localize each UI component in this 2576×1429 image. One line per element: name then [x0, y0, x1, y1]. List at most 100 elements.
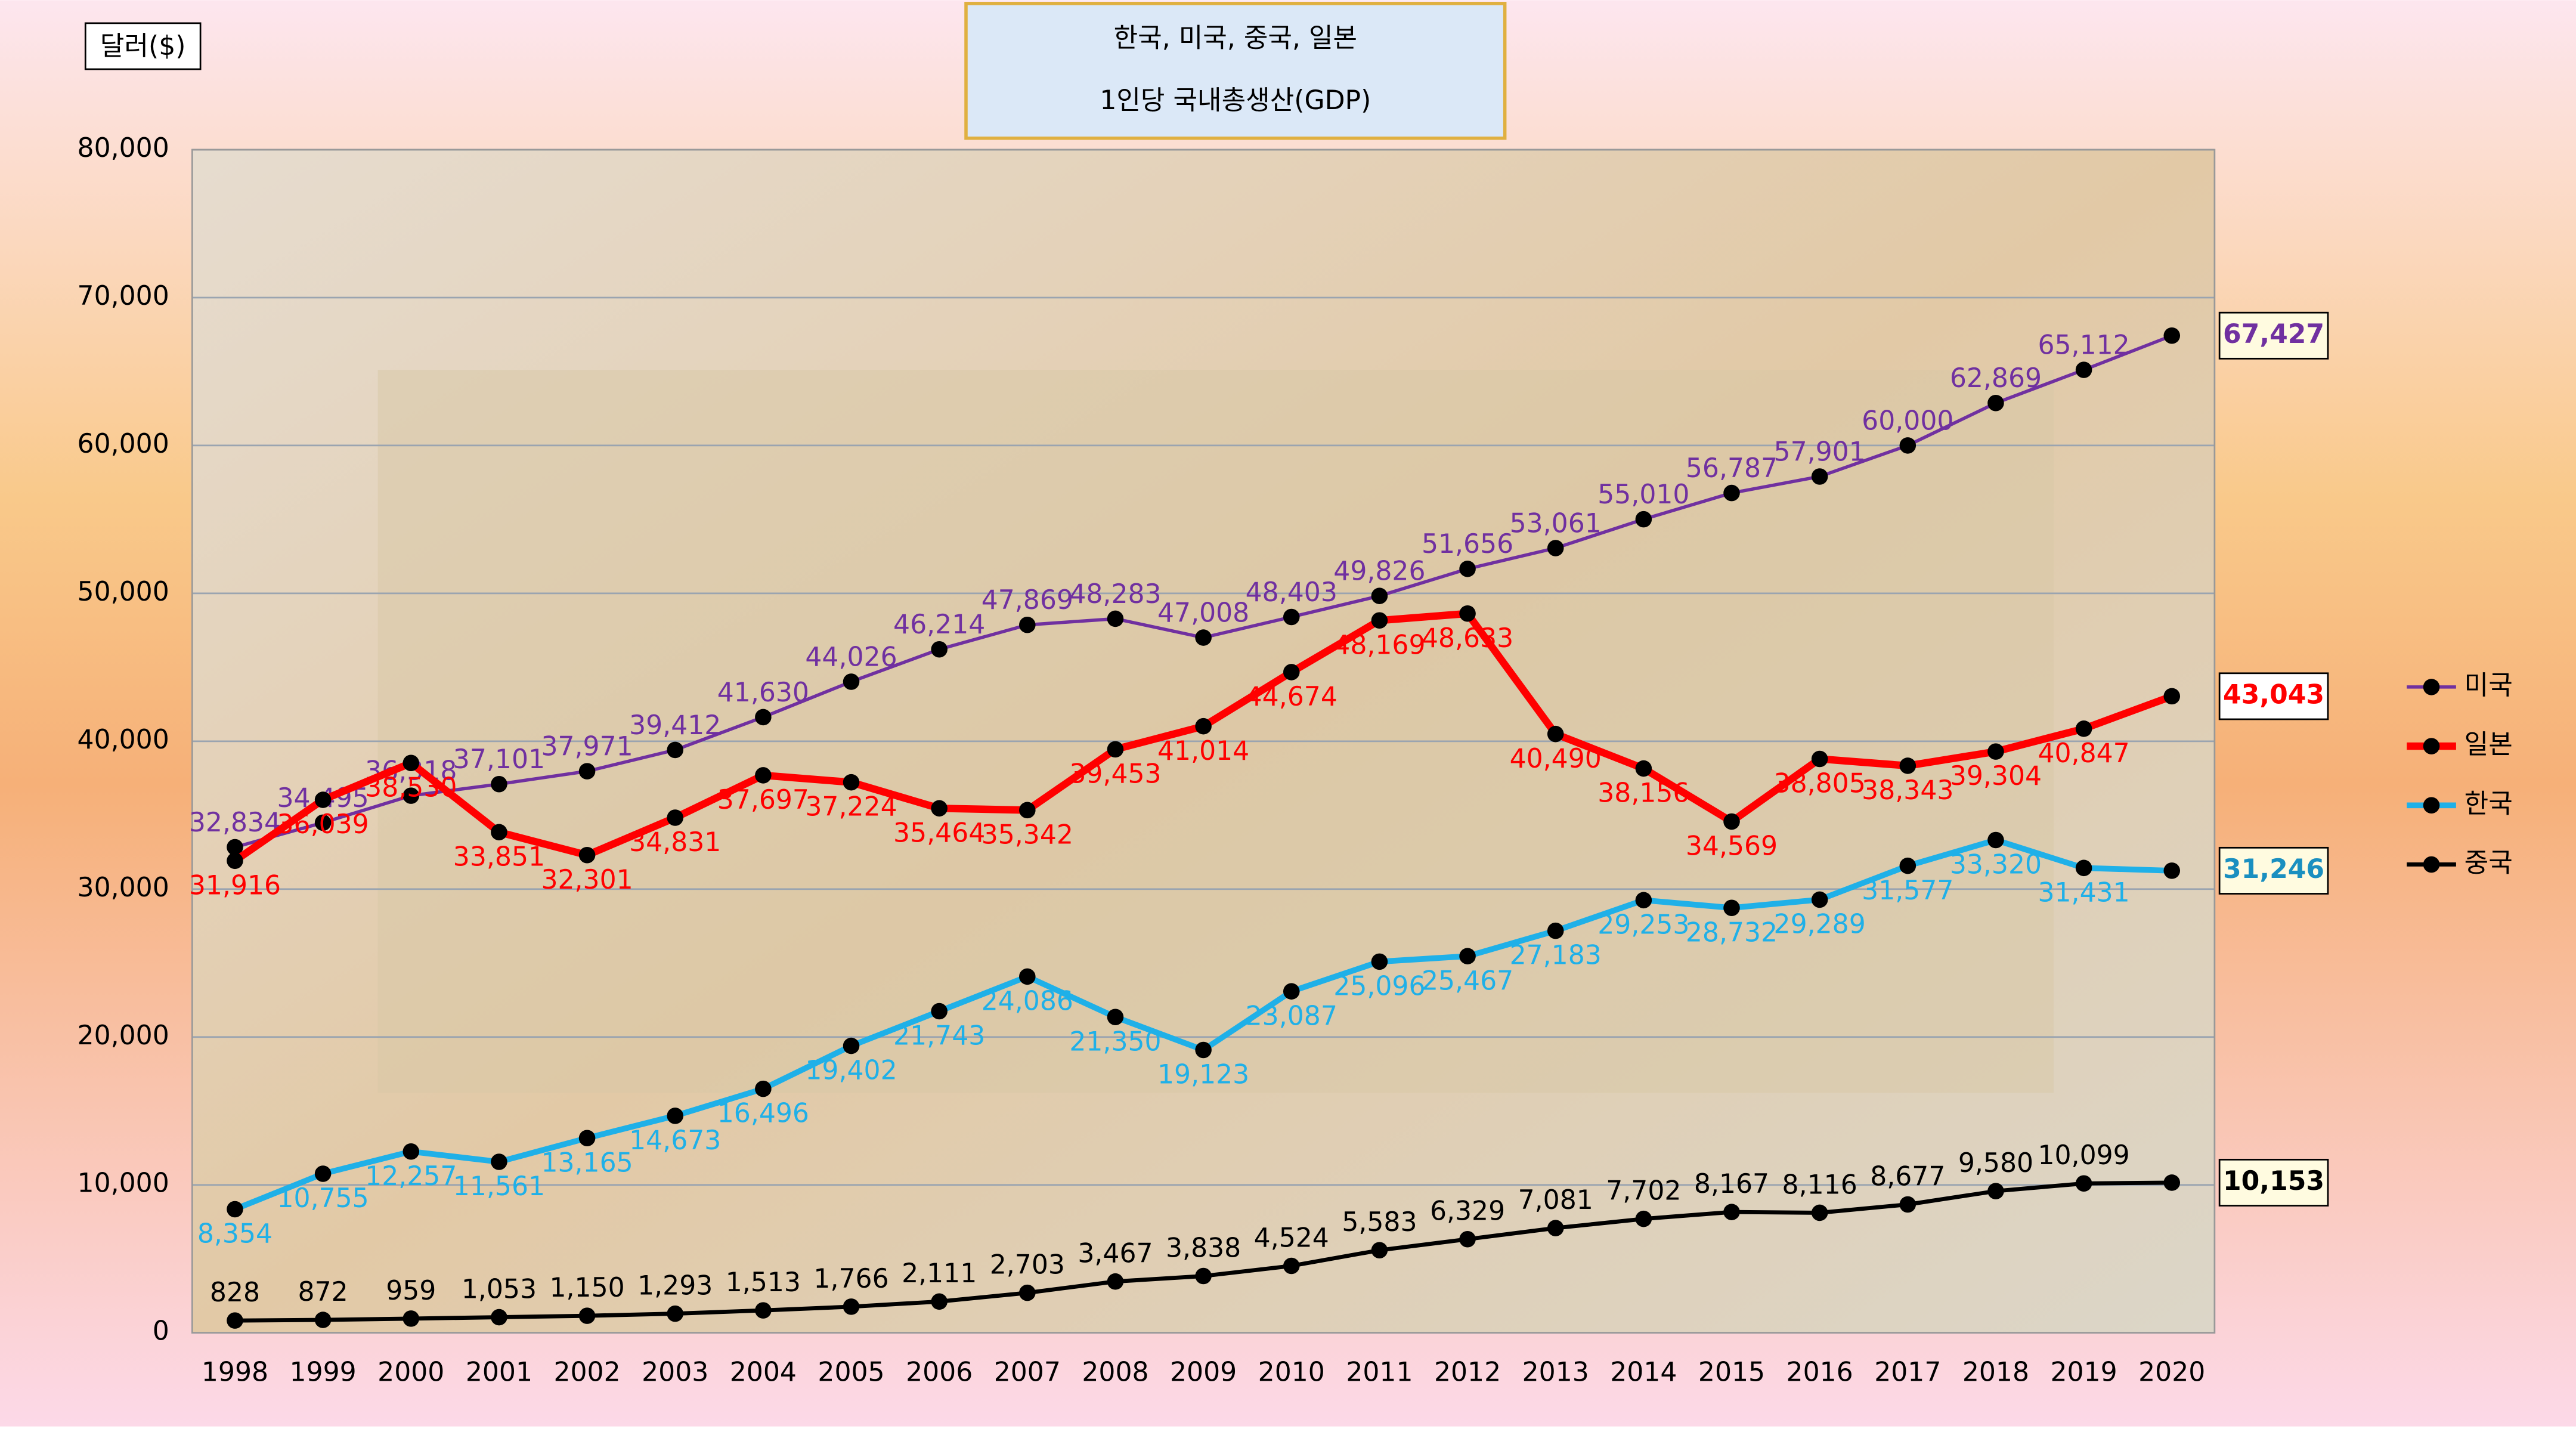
data-point — [1283, 608, 1300, 626]
value-label: 11,561 — [453, 1171, 545, 1202]
value-label: 29,253 — [1597, 910, 1689, 940]
legend-marker — [2423, 797, 2440, 814]
value-label: 38,805 — [1774, 769, 1866, 799]
data-point — [2075, 361, 2092, 378]
data-point — [843, 774, 860, 791]
value-label: 828 — [210, 1278, 260, 1308]
value-label: 51,656 — [1422, 529, 1513, 559]
data-point — [843, 1298, 860, 1315]
value-label: 37,101 — [453, 744, 545, 775]
data-point — [1635, 760, 1652, 777]
data-point — [1019, 968, 1036, 985]
chart-title: 한국, 미국, 중국, 일본 — [1114, 23, 1357, 53]
data-point — [578, 763, 596, 780]
value-label: 14,673 — [629, 1125, 721, 1156]
data-point — [1987, 1183, 2004, 1199]
data-point — [1371, 587, 1388, 604]
value-label: 57,901 — [1774, 437, 1866, 467]
data-point — [1811, 750, 1828, 768]
end-value-label: 10,153 — [2223, 1166, 2324, 1196]
data-point — [1195, 1041, 1212, 1059]
data-point — [1547, 922, 1564, 939]
data-point — [1459, 1230, 1476, 1248]
data-point — [1547, 540, 1564, 556]
unit-box — [84, 22, 202, 70]
value-label: 41,630 — [717, 678, 809, 708]
title-box — [964, 2, 1507, 140]
data-point — [1987, 395, 2004, 412]
x-tick-label: 2011 — [1346, 1357, 1413, 1388]
data-point — [227, 839, 243, 856]
value-label: 7,702 — [1606, 1176, 1681, 1207]
y-tick-label: 10,000 — [78, 1168, 169, 1199]
data-point — [1019, 1284, 1036, 1301]
data-point — [1107, 741, 1124, 758]
data-point — [1107, 1273, 1124, 1290]
value-label: 2,111 — [902, 1258, 977, 1289]
value-label: 3,838 — [1166, 1233, 1241, 1263]
data-point — [1195, 1267, 1212, 1285]
data-point — [1811, 891, 1828, 908]
value-label: 6,329 — [1430, 1196, 1505, 1227]
data-point — [755, 1302, 772, 1319]
data-point — [1283, 1257, 1300, 1275]
data-point — [1987, 743, 2004, 760]
data-point — [227, 852, 243, 870]
data-point — [1899, 437, 1916, 454]
data-point — [931, 1003, 948, 1020]
chart-title: 1인당 국내총생산(GDP) — [1100, 85, 1371, 116]
data-point — [1459, 605, 1476, 622]
value-label: 44,674 — [1246, 682, 1337, 712]
x-tick-label: 1998 — [202, 1357, 268, 1388]
value-label: 21,350 — [1069, 1026, 1161, 1057]
data-point — [2163, 1174, 2181, 1191]
value-label: 1,293 — [637, 1271, 713, 1301]
legend-label: 한국 — [2464, 788, 2513, 819]
x-tick-label: 2010 — [1258, 1357, 1325, 1388]
data-point — [1635, 1210, 1652, 1227]
data-point — [1371, 1242, 1388, 1259]
value-label: 872 — [298, 1277, 348, 1307]
value-label: 39,304 — [1950, 761, 2042, 791]
x-tick-label: 2015 — [1698, 1357, 1765, 1388]
value-label: 34,569 — [1686, 831, 1778, 862]
end-label-box — [2218, 672, 2329, 720]
legend-label: 중국 — [2464, 847, 2513, 878]
data-point — [1283, 983, 1300, 1000]
x-tick-label: 2008 — [1082, 1357, 1148, 1388]
value-label: 8,167 — [1694, 1169, 1769, 1199]
data-point — [491, 1153, 507, 1170]
x-tick-label: 2004 — [730, 1357, 797, 1388]
value-label: 1,053 — [462, 1274, 537, 1304]
data-point — [1107, 1009, 1124, 1026]
y-axis-unit: 달러($) — [100, 31, 186, 61]
data-point — [667, 741, 683, 759]
value-label: 1,766 — [813, 1264, 888, 1294]
value-label: 13,165 — [541, 1147, 633, 1178]
value-label: 27,183 — [1510, 941, 1602, 971]
value-label: 25,467 — [1422, 966, 1513, 996]
legend-marker — [2423, 738, 2440, 754]
legend-label: 일본 — [2464, 729, 2513, 760]
value-label: 19,123 — [1157, 1060, 1249, 1090]
data-point — [843, 673, 860, 690]
value-label: 41,014 — [1157, 736, 1249, 766]
data-point — [2163, 327, 2181, 344]
value-label: 1,150 — [549, 1273, 624, 1303]
value-label: 28,732 — [1686, 917, 1778, 948]
value-label: 33,851 — [453, 842, 545, 872]
x-tick-label: 2016 — [1787, 1357, 1853, 1388]
data-point — [843, 1037, 860, 1054]
value-label: 31,577 — [1862, 876, 1953, 906]
value-label: 40,490 — [1510, 744, 1602, 774]
value-label: 32,834 — [189, 808, 281, 838]
value-label: 29,289 — [1774, 910, 1866, 940]
data-point — [1987, 831, 2004, 849]
data-point — [314, 814, 332, 831]
data-point — [491, 1309, 507, 1326]
data-point — [1195, 717, 1212, 735]
value-label: 31,916 — [189, 870, 281, 901]
end-label-box — [2218, 1158, 2329, 1207]
value-label: 48,403 — [1246, 577, 1337, 608]
